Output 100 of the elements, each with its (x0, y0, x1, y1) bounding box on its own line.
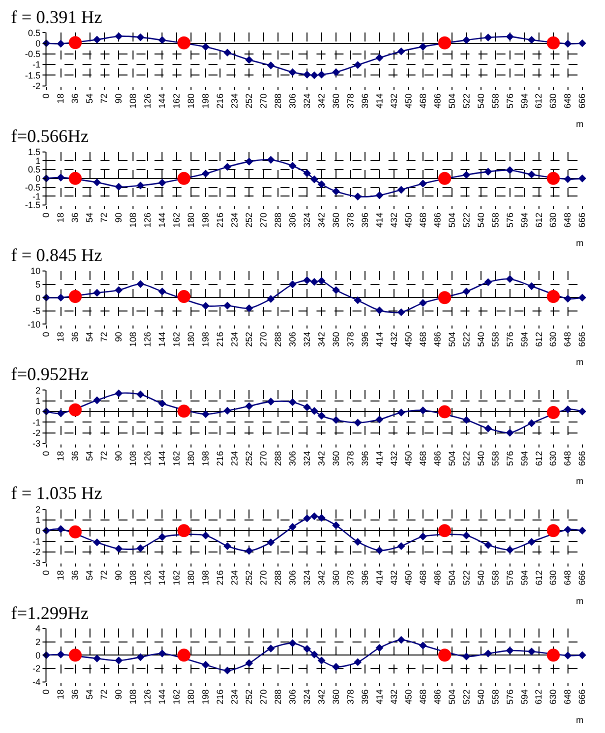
point (354, 61, 362, 69)
x-tick-label: 198 (200, 451, 211, 466)
x-tick-label: 180 (186, 212, 196, 228)
x-tick-label: 90 (114, 212, 124, 223)
x-tick-label: 270 (258, 570, 269, 586)
point (202, 410, 210, 418)
y-tick-label: 0.5 (28, 164, 41, 175)
x-tick-label: 486 (432, 93, 442, 109)
point (462, 416, 470, 424)
x-tick-label: 0 (41, 689, 52, 694)
point (303, 403, 311, 412)
point (202, 170, 210, 178)
x-tick-label: 594 (519, 93, 530, 109)
y-tick-label: -1.5 (24, 70, 41, 80)
x-axis-title: m (576, 357, 584, 367)
x-tick-label: 432 (388, 689, 399, 704)
x-tick-label: 108 (128, 570, 138, 586)
point (303, 644, 311, 653)
point (177, 290, 190, 304)
x-tick-label: 522 (461, 93, 472, 109)
point (136, 182, 144, 190)
point (136, 280, 144, 288)
x-tick-label: 342 (316, 332, 326, 347)
point (578, 408, 586, 416)
x-tick-label: 540 (476, 332, 486, 347)
x-axis-title: m (576, 119, 584, 129)
x-tick-label: 378 (345, 451, 356, 466)
point (462, 532, 470, 540)
x-tick-label: 288 (273, 570, 284, 586)
point (438, 524, 452, 538)
point (376, 644, 384, 652)
point (397, 47, 406, 56)
x-tick-label: 450 (403, 570, 414, 586)
point (114, 32, 123, 40)
x-tick-label: 468 (418, 689, 428, 704)
y-tick-label: -0.5 (24, 49, 41, 60)
y-tick-label: 2 (35, 504, 41, 515)
point (310, 650, 318, 658)
x-tick-label: 396 (360, 689, 370, 704)
point (332, 521, 340, 530)
x-tick-label: 72 (99, 689, 110, 700)
point (318, 514, 326, 522)
point (245, 659, 254, 668)
point (438, 648, 452, 662)
point (564, 526, 572, 534)
x-tick-label: 198 (200, 570, 211, 586)
x-tick-label: 270 (258, 451, 269, 466)
point (68, 525, 82, 538)
x-tick-label: 144 (157, 689, 168, 704)
point (484, 541, 492, 549)
x-tick-label: 18 (56, 689, 66, 700)
x-tick-label: 288 (273, 212, 284, 228)
y-tick-label: -3 (32, 558, 41, 568)
point (266, 538, 275, 546)
x-tick-label: 0 (41, 212, 52, 218)
point (310, 71, 318, 80)
point (528, 282, 536, 290)
point (136, 544, 144, 552)
y-tick-label: 1.5 (28, 146, 41, 157)
point (136, 33, 144, 42)
x-tick-label: 648 (562, 451, 573, 466)
point (303, 514, 311, 522)
point (310, 407, 318, 415)
point (223, 162, 232, 171)
y-tick-label: 2 (35, 385, 41, 396)
x-tick-label: 594 (519, 689, 530, 704)
x-tick-label: 234 (230, 570, 240, 586)
point (245, 402, 254, 410)
point (303, 276, 311, 284)
x-tick-label: 18 (56, 451, 66, 462)
y-tick-label: 10 (30, 266, 41, 276)
point (318, 412, 326, 420)
x-tick-label: 414 (374, 689, 384, 704)
point (397, 408, 406, 416)
point (245, 158, 254, 166)
x-tick-label: 270 (258, 332, 269, 347)
x-tick-label: 360 (330, 93, 341, 109)
x-tick-label: 630 (548, 93, 558, 109)
x-tick-label: 180 (186, 570, 196, 586)
point (266, 398, 275, 406)
point (158, 533, 166, 541)
point (318, 276, 326, 285)
x-tick-label: 162 (172, 451, 182, 466)
point (397, 186, 406, 194)
point (528, 170, 536, 178)
x-tick-label: 72 (99, 332, 110, 342)
point (223, 406, 232, 415)
x-axis-title: m (576, 715, 584, 725)
y-tick-label: -1.5 (24, 200, 41, 210)
x-tick-label: 18 (56, 570, 66, 580)
point (318, 180, 326, 188)
x-tick-label: 648 (562, 570, 573, 586)
point (288, 280, 296, 288)
point (158, 36, 166, 44)
point (158, 650, 166, 658)
point (114, 389, 123, 398)
x-tick-label: 342 (316, 451, 326, 466)
x-tick-label: 216 (215, 212, 226, 228)
x-tick-label: 234 (230, 451, 240, 466)
x-tick-label: 414 (374, 93, 384, 109)
